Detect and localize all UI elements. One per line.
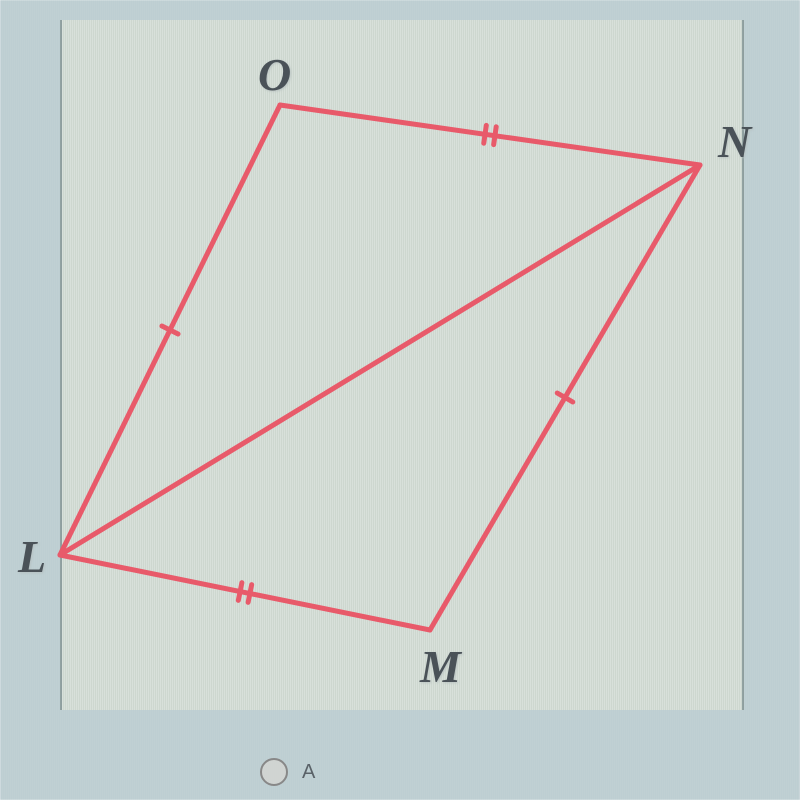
vertex-label-l: L xyxy=(18,530,46,583)
vertex-label-n: N xyxy=(718,115,751,168)
figure-container: O N M L A xyxy=(0,0,800,800)
vertex-label-m: M xyxy=(420,640,461,693)
geometry-svg xyxy=(0,0,800,800)
answer-option-a[interactable]: A xyxy=(260,758,315,786)
radio-icon xyxy=(260,758,288,786)
option-letter: A xyxy=(302,761,315,784)
vertex-label-o: O xyxy=(258,48,291,101)
